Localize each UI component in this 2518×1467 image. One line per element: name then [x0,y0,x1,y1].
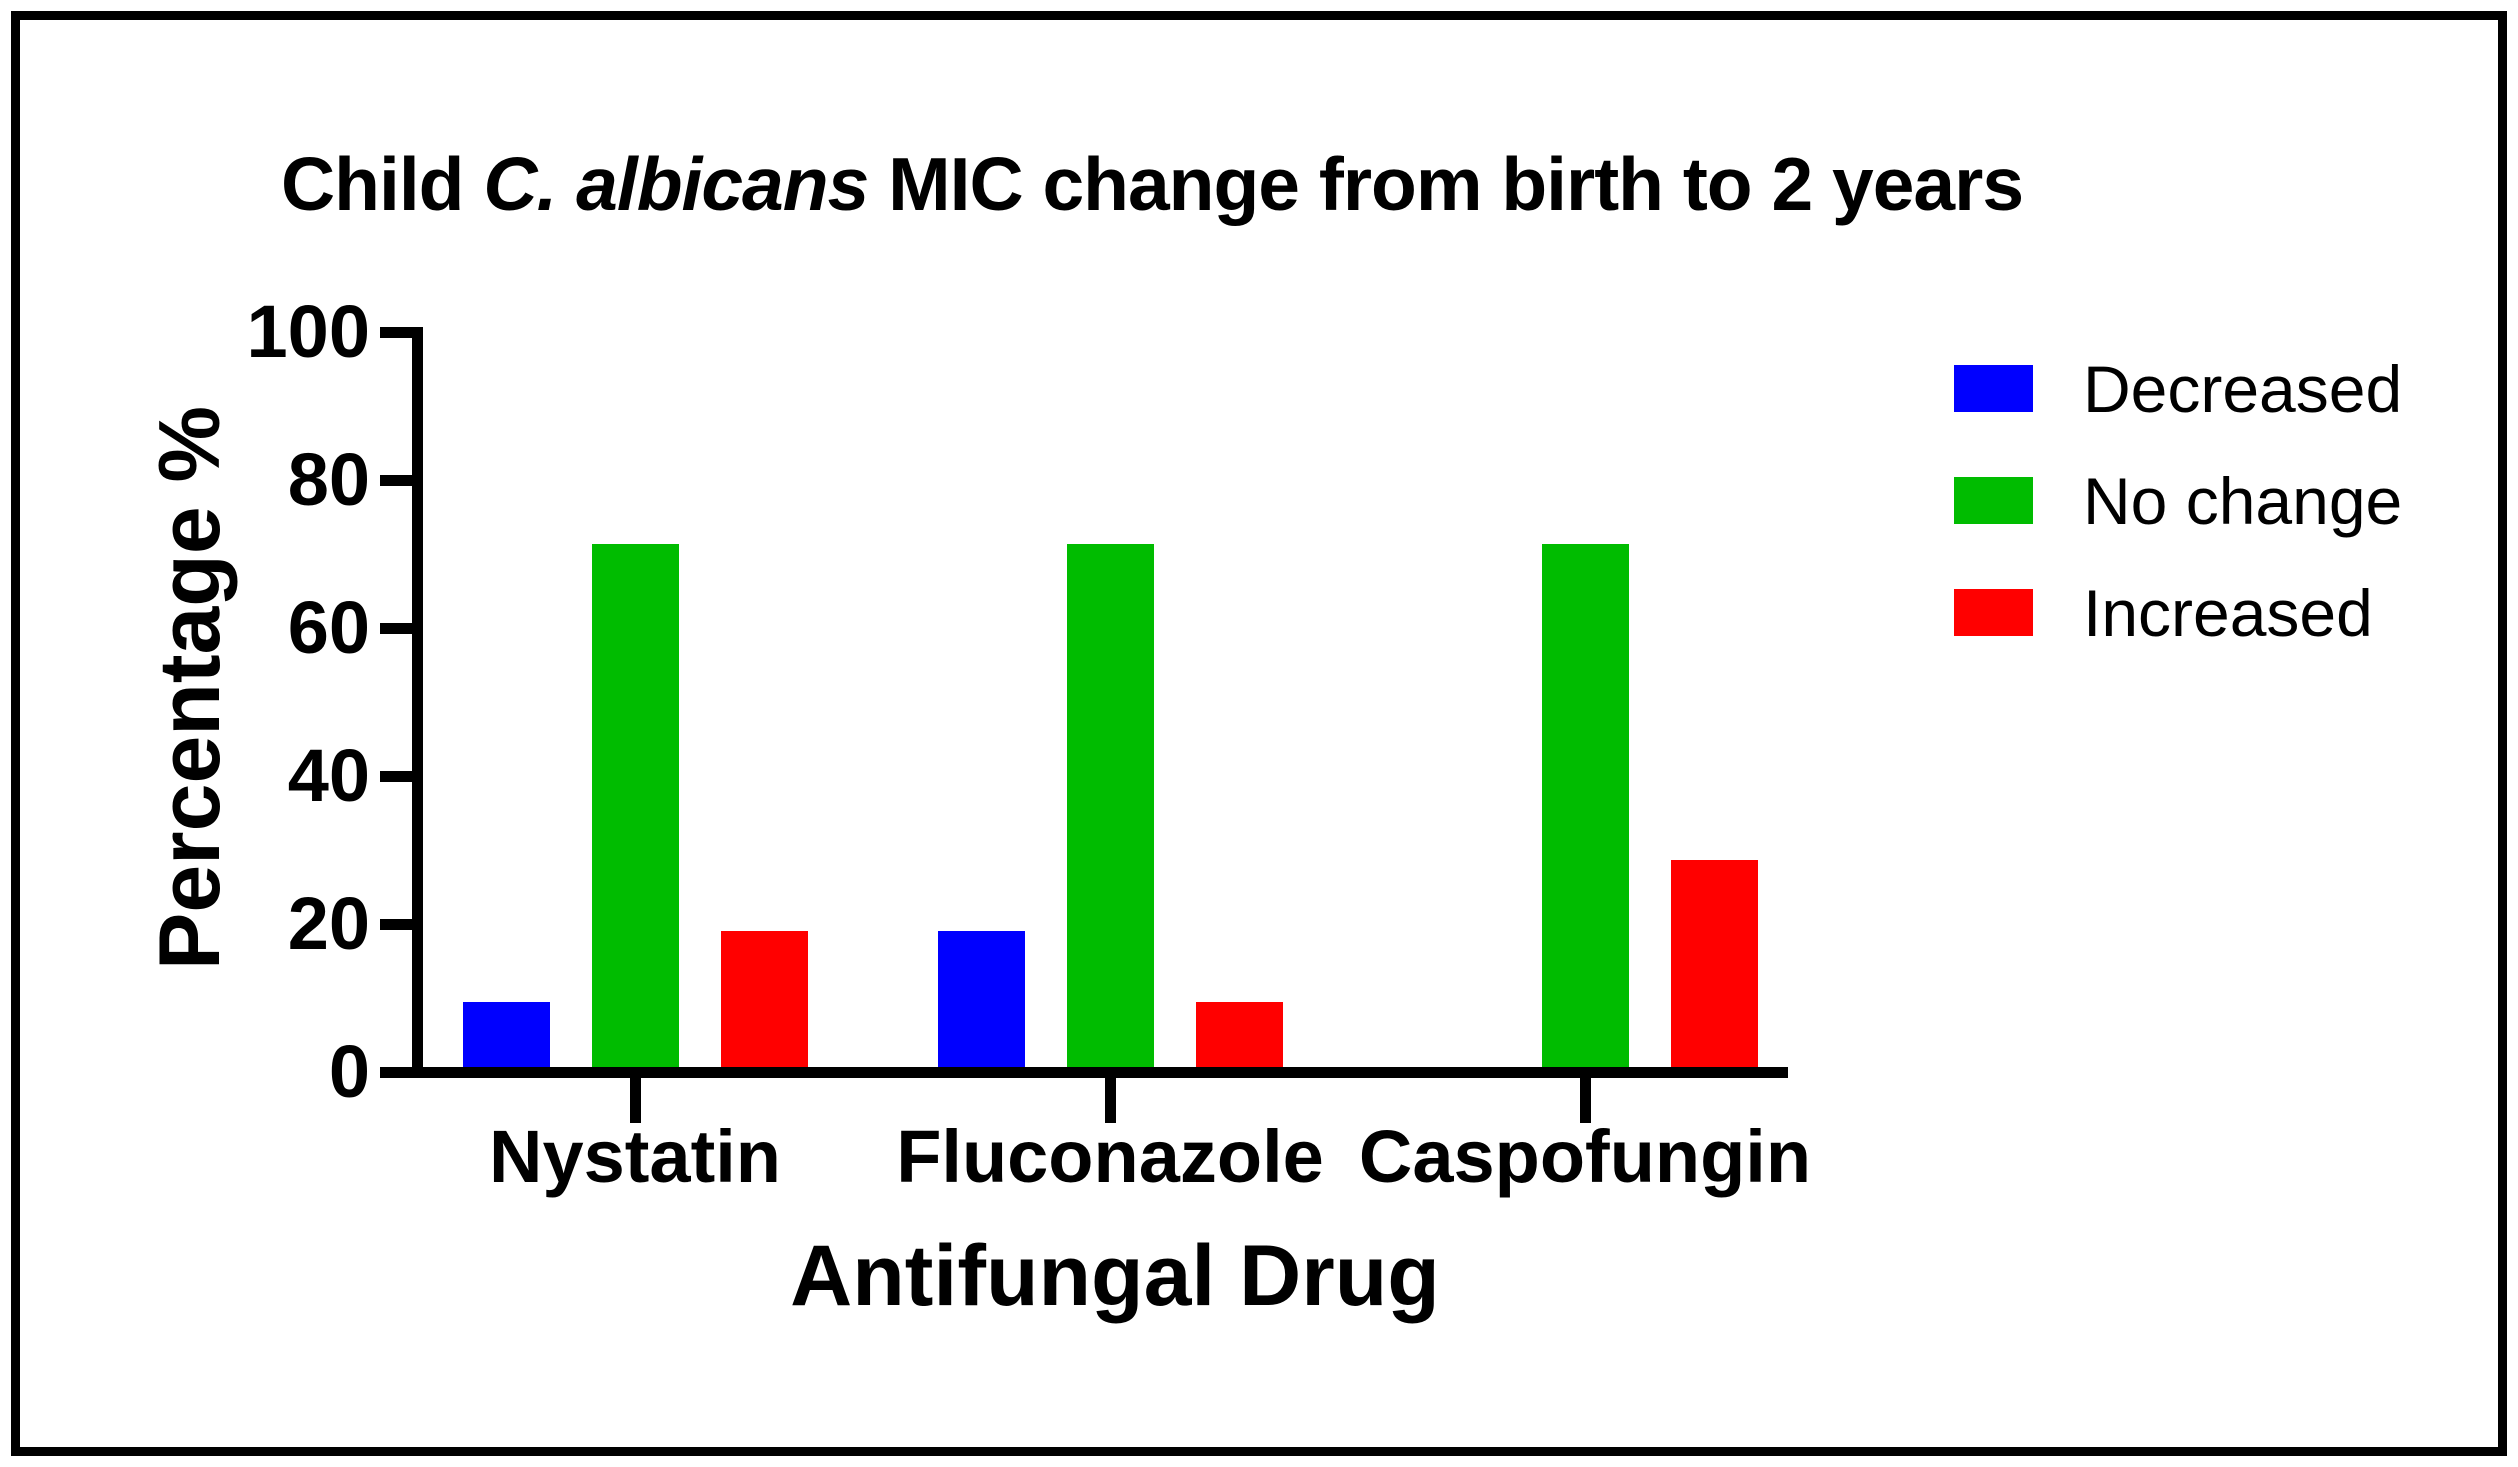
x-tick-fluconazole [1105,1067,1116,1123]
x-tick-nystatin [630,1067,641,1123]
legend-swatch-decreased [1954,365,2033,412]
legend-swatch-increased [1954,589,2033,636]
legend-item-increased: Increased [1954,579,2402,646]
x-axis-line [380,1067,1788,1078]
legend-item-no-change: No change [1954,467,2402,534]
figure-border [11,11,2507,1456]
chart-title-prefix: Child [281,142,484,226]
y-tick-label-60: 60 [287,586,370,669]
bar-decreased-fluconazole [937,931,1025,1072]
x-category-label-nystatin: Nystatin [489,1115,781,1198]
bar-no-change-caspofungin [1541,543,1629,1072]
legend: Decreased No change Increased [1954,355,2402,691]
y-tick-label-80: 80 [287,438,370,521]
bar-decreased-nystatin [462,1001,550,1072]
y-tick-label-40: 40 [287,734,370,817]
y-tick-label-0: 0 [328,1030,370,1113]
chart-title-italic-species: C. albicans [483,142,869,226]
y-tick-20 [380,919,423,930]
legend-item-decreased: Decreased [1954,355,2402,422]
x-category-label-fluconazole: Fluconazole [896,1115,1324,1198]
y-tick-label-100: 100 [246,290,370,373]
legend-label: Decreased [2083,351,2403,426]
y-tick-40 [380,771,423,782]
bar-increased-fluconazole [1195,1001,1283,1072]
chart-title: Child C. albicans MIC change from birth … [281,147,2024,222]
y-tick-60 [380,623,423,634]
bar-increased-caspofungin [1670,860,1758,1072]
x-tick-caspofungin [1580,1067,1591,1123]
y-tick-label-20: 20 [287,882,370,965]
legend-label: No change [2083,463,2403,538]
x-category-label-caspofungin: Caspofungin [1358,1115,1812,1198]
x-axis-title: Antifungal Drug [790,1228,1440,1324]
legend-swatch-no-change [1954,477,2033,524]
legend-label: Increased [2083,575,2373,650]
chart-title-suffix: MIC change from birth to 2 years [868,142,2024,226]
bar-no-change-nystatin [591,543,679,1072]
y-tick-80 [380,475,423,486]
y-axis-title: Percentage % [142,405,238,971]
y-axis-line [412,327,423,1078]
bar-no-change-fluconazole [1066,543,1154,1072]
y-tick-100 [380,327,423,338]
bar-increased-nystatin [720,931,808,1072]
